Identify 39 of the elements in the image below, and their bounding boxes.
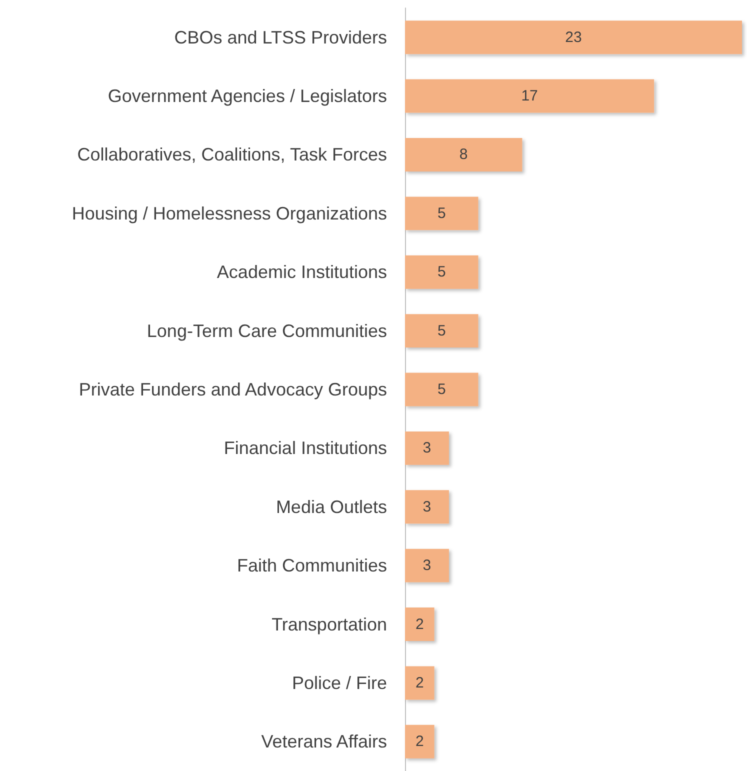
y-tick-label: Private Funders and Advocacy Groups bbox=[78, 380, 387, 400]
y-tick-label: Police / Fire bbox=[292, 672, 387, 693]
data-label: 2 bbox=[415, 616, 424, 633]
y-tick-label: Financial Institutions bbox=[224, 438, 387, 458]
y-tick-label: Veterans Affairs bbox=[261, 732, 387, 752]
y-tick-label: Media Outlets bbox=[276, 496, 387, 517]
y-tick-label: Housing / Homelessness Organizations bbox=[72, 203, 387, 224]
data-label: 8 bbox=[459, 146, 468, 164]
bar bbox=[405, 314, 478, 348]
bar bbox=[405, 724, 434, 758]
data-label: 5 bbox=[437, 264, 446, 281]
bar bbox=[405, 548, 449, 582]
bar bbox=[405, 490, 449, 524]
bar bbox=[405, 20, 742, 54]
data-label: 5 bbox=[437, 381, 446, 398]
y-tick-label: Collaboratives, Coalitions, Task Forces bbox=[77, 144, 387, 165]
bar bbox=[405, 255, 478, 289]
data-label: 3 bbox=[422, 440, 432, 457]
bar bbox=[405, 138, 522, 172]
data-label: 23 bbox=[565, 28, 582, 46]
y-tick-label: Faith Communities bbox=[236, 556, 387, 576]
y-tick-label: Transportation bbox=[272, 614, 387, 634]
bar bbox=[405, 372, 478, 406]
bar bbox=[405, 666, 434, 700]
y-tick-label: Academic Institutions bbox=[216, 262, 387, 282]
bar bbox=[405, 608, 434, 641]
data-label: 5 bbox=[437, 204, 446, 222]
data-label: 3 bbox=[422, 557, 432, 574]
data-label: 5 bbox=[437, 322, 446, 340]
data-label: 17 bbox=[521, 88, 538, 105]
data-label: 3 bbox=[422, 498, 432, 516]
data-label: 2 bbox=[415, 733, 424, 750]
bar bbox=[405, 196, 478, 230]
bar bbox=[405, 431, 449, 465]
y-tick-label: Long-Term Care Communities bbox=[146, 320, 387, 341]
bar bbox=[405, 79, 654, 113]
data-label: 2 bbox=[415, 674, 424, 692]
y-tick-label: Government Agencies / Legislators bbox=[108, 86, 387, 106]
y-tick-label: CBOs and LTSS Providers bbox=[174, 27, 387, 48]
